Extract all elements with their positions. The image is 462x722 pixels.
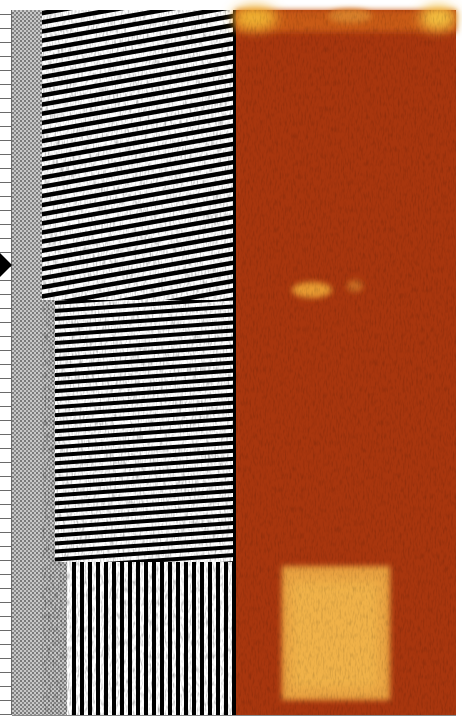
waveform-noise	[42, 10, 233, 715]
depth-ruler	[0, 10, 12, 715]
depth-pointer	[0, 253, 12, 277]
track-divider	[233, 10, 236, 715]
amplitude-noise	[236, 10, 456, 715]
